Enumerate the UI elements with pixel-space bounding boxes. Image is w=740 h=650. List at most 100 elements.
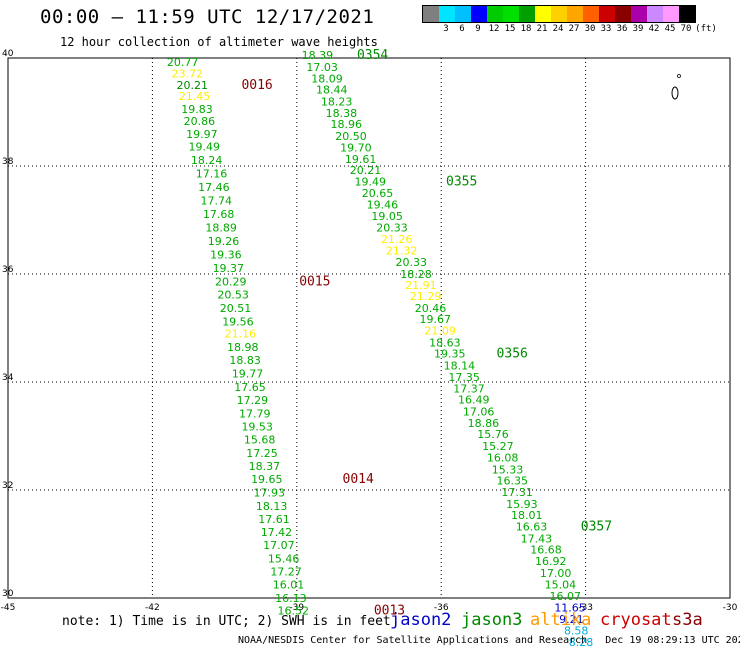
- wave-height-value: 15.93: [506, 498, 538, 511]
- longitude-tick-label: -33: [578, 603, 593, 613]
- color-swatch: [679, 6, 695, 22]
- longitude-tick-label: -36: [434, 603, 449, 613]
- wave-height-value: 18.24: [191, 154, 223, 167]
- wave-height-value: 18.13: [256, 500, 287, 513]
- color-swatch: [583, 6, 599, 22]
- latitude-tick-label: 30: [2, 589, 14, 599]
- color-swatch: [471, 6, 487, 22]
- pass-time-label: 0014: [343, 472, 374, 487]
- wave-height-value: 15.76: [477, 428, 509, 441]
- pass-time-label: 0356: [497, 347, 528, 362]
- color-scale-label: 12: [488, 24, 500, 34]
- color-swatch: [663, 6, 679, 22]
- wave-height-value: 17.79: [239, 408, 270, 421]
- wave-height-value: 17.61: [258, 513, 290, 526]
- wave-height-value: 21.09: [424, 324, 456, 337]
- wave-height-value: 16.92: [535, 555, 567, 568]
- wave-height-value: 21.26: [381, 233, 413, 246]
- wave-height-value: 18.96: [330, 118, 362, 131]
- legend-altika: altika: [530, 610, 592, 630]
- longitude-tick-label: -42: [145, 603, 160, 613]
- pass-time-label: 0015: [299, 274, 330, 289]
- wave-height-value: 15.68: [244, 434, 276, 447]
- legend-s3a: s3a: [672, 610, 703, 630]
- longitude-tick-label: -30: [723, 603, 738, 613]
- wave-height-value: 17.07: [263, 539, 295, 552]
- color-swatch: [519, 6, 535, 22]
- wave-height-value: 20.50: [335, 130, 367, 143]
- color-swatch: [503, 6, 519, 22]
- wave-height-value: 17.74: [201, 194, 233, 207]
- wave-height-value: 18.37: [249, 460, 281, 473]
- map-frame: [7, 57, 731, 599]
- wave-height-value: 19.70: [340, 141, 372, 154]
- latitude-tick-label: 34: [2, 373, 14, 383]
- wave-height-value: 19.97: [186, 128, 218, 141]
- wave-height-value: 20.86: [184, 115, 216, 128]
- pass-time-label: 0354: [357, 48, 388, 63]
- wave-height-value: 17.35: [448, 371, 480, 384]
- color-swatch: [647, 6, 663, 22]
- wave-height-value: 21.45: [179, 90, 211, 103]
- wave-height-value: 16.68: [530, 544, 562, 557]
- wave-height-value: 15.46: [268, 552, 300, 565]
- wave-height-value: 19.35: [434, 348, 466, 361]
- color-swatch: [615, 6, 631, 22]
- wave-height-value: 20.65: [362, 187, 394, 200]
- axis-labels: -45 -42 -39 -36 -33 -30 40 38 36 34 32 30: [1, 49, 738, 613]
- wave-height-value: 17.37: [453, 382, 485, 395]
- wave-height-value: 17.29: [237, 394, 269, 407]
- wave-height-value: 11.65: [554, 602, 586, 615]
- wave-height-value: 20.77: [167, 56, 199, 69]
- wave-height-value: 7.23: [574, 648, 599, 650]
- wave-height-value: 16.01: [273, 578, 305, 591]
- wave-height-value: 19.26: [208, 235, 240, 248]
- color-scale-label: 45: [664, 24, 676, 34]
- pass-time-label: 0016: [241, 78, 272, 93]
- page-subtitle: 12 hour collection of altimeter wave hei…: [60, 35, 378, 49]
- wave-height-value: 19.53: [241, 421, 272, 434]
- latitude-tick-label: 38: [2, 157, 14, 167]
- page-title: 00:00 – 11:59 UTC 12/17/2021: [40, 6, 375, 28]
- wave-height-value: 15.04: [545, 578, 577, 591]
- wave-height-value: 20.53: [217, 288, 249, 301]
- color-swatch: [599, 6, 615, 22]
- wave-height-value: 15.27: [482, 440, 514, 453]
- wave-height-value: 18.83: [229, 354, 261, 367]
- wave-height-values: 20.7723.7220.2121.4519.8320.8619.9719.49…: [167, 48, 612, 650]
- wave-height-value: 17.65: [234, 381, 266, 394]
- wave-height-value: 19.65: [251, 473, 283, 486]
- color-scale-label: 39: [632, 24, 644, 34]
- wave-height-value: 16.08: [487, 451, 518, 464]
- color-scale-label: 30: [584, 24, 596, 34]
- wave-height-value: 18.38: [326, 107, 358, 120]
- color-scale-label: 70: [680, 24, 692, 34]
- pass-time-label: 0355: [446, 174, 477, 189]
- wave-height-value: 18.44: [316, 84, 348, 97]
- wave-height-value: 20.21: [350, 164, 382, 177]
- wave-height-value: 19.83: [181, 103, 213, 116]
- pass-time-label: 0013: [374, 604, 405, 619]
- latitude-tick-label: 40: [2, 49, 14, 59]
- wave-height-value: 18.14: [444, 360, 476, 373]
- wave-height-value: 21.29: [410, 290, 442, 303]
- color-scale-unit: (ft): [695, 24, 717, 34]
- wave-height-value: 21.32: [386, 245, 418, 258]
- wave-height-value: 19.61: [345, 153, 377, 166]
- wave-height-value: 19.49: [189, 140, 221, 153]
- color-scale-label: 33: [600, 24, 612, 34]
- color-scale-label: 18: [520, 24, 532, 34]
- wave-height-value: 17.68: [203, 208, 235, 221]
- color-swatch: [487, 6, 503, 22]
- pass-time-label: 0357: [581, 520, 612, 535]
- wave-height-value: 17.93: [253, 486, 284, 499]
- wave-height-value: 8.28: [569, 636, 594, 649]
- wave-height-value: 20.51: [220, 302, 252, 315]
- color-swatch: [455, 6, 471, 22]
- wave-height-value: 20.33: [395, 256, 427, 269]
- color-swatch: [423, 6, 439, 22]
- wave-height-value: 18.23: [321, 96, 353, 109]
- wave-height-value: 18.86: [468, 417, 500, 430]
- legend-jason2: jason2: [390, 610, 452, 630]
